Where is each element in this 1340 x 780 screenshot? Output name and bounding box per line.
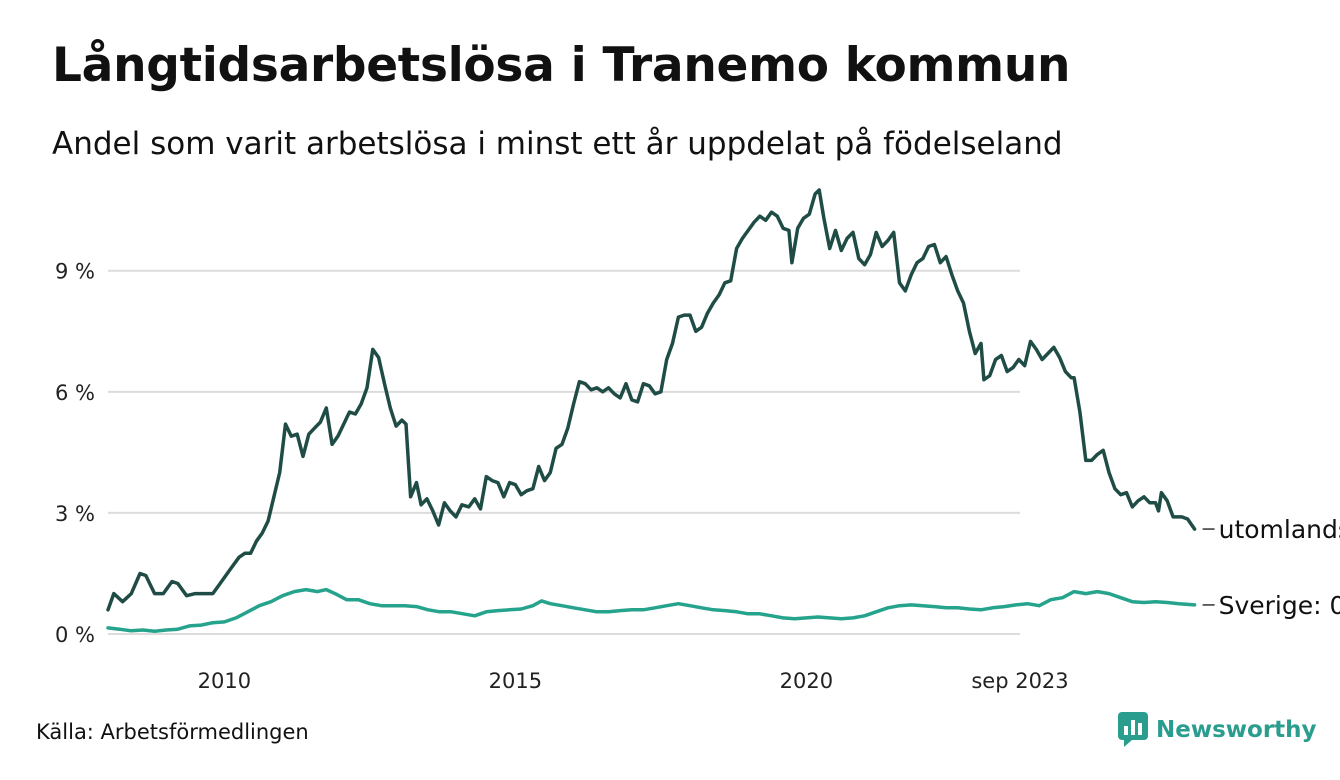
series-line-utomlands	[106, 188, 1197, 612]
x-tick-label: sep 2023	[971, 669, 1068, 693]
newsworthy-logo: Newsworthy	[1118, 712, 1317, 748]
series-end-labels: utomlands: 2,6 % Sverige: 0,7 %	[1202, 515, 1340, 620]
chart-title: Långtidsarbetslösa i Tranemo kommun	[52, 38, 1071, 93]
x-tick-label: 2015	[489, 669, 542, 693]
series-label-utomlands: utomlands: 2,6 %	[1219, 515, 1340, 544]
series-label-sverige: Sverige: 0,7 %	[1219, 591, 1340, 620]
y-axis-ticks: 0 % 3 % 6 % 9 %	[55, 260, 95, 647]
line-chart: 0 % 3 % 6 % 9 % 2010 2015 2020 sep 2023 utomla…	[55, 188, 1340, 693]
x-tick-label: 2020	[780, 669, 833, 693]
y-tick-label: 0 %	[55, 623, 95, 647]
chart-subtitle: Andel som varit arbetslösa i minst ett å…	[52, 126, 1063, 162]
source-note: Källa: Arbetsförmedlingen	[36, 720, 309, 744]
newsworthy-logo-text: Newsworthy	[1156, 717, 1317, 743]
y-tick-label: 6 %	[55, 381, 95, 405]
series-lines	[106, 188, 1197, 633]
gridlines	[108, 269, 1020, 635]
series-line-sverige	[106, 587, 1197, 633]
x-axis-ticks: 2010 2015 2020 sep 2023	[198, 669, 1069, 693]
newsworthy-logo-icon	[1118, 712, 1148, 747]
y-tick-label: 3 %	[55, 502, 95, 526]
y-tick-label: 9 %	[55, 260, 95, 284]
x-tick-label: 2010	[198, 669, 251, 693]
